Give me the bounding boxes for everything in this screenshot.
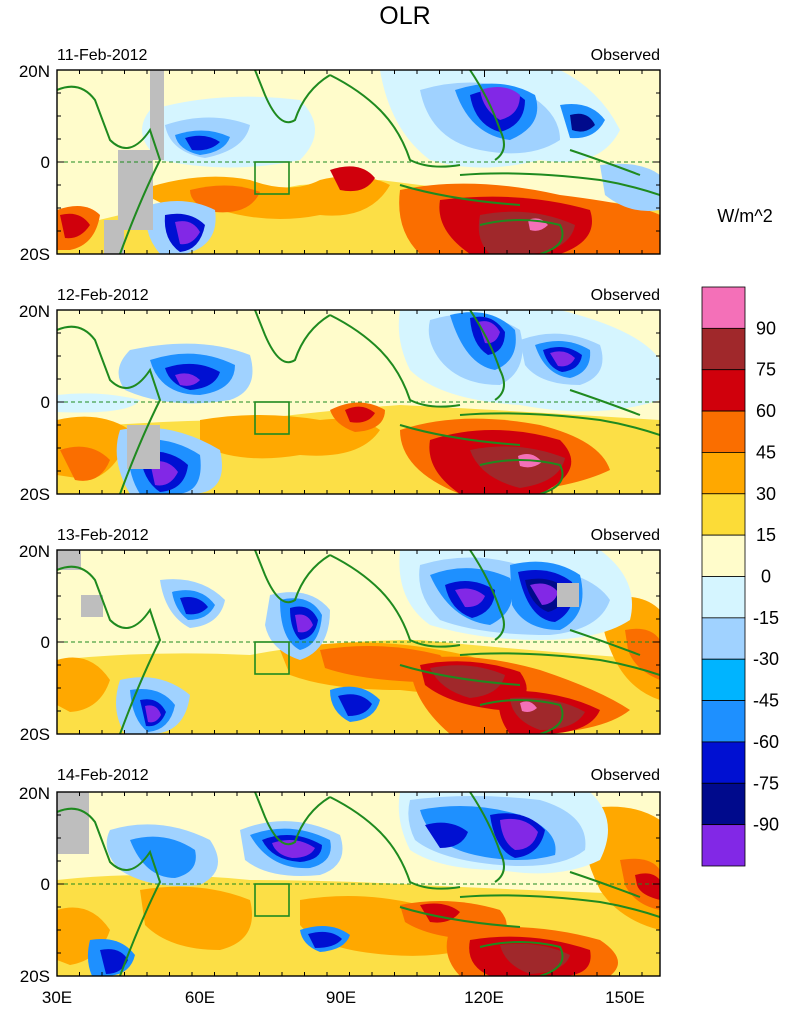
colorbar-swatch <box>701 617 746 660</box>
colorbar-swatch <box>701 452 746 495</box>
panel-3-region-box <box>254 641 290 675</box>
colorbar-swatch <box>701 576 746 619</box>
colorbar-label: 75 <box>756 360 776 380</box>
panel-3-olr-field <box>57 550 660 734</box>
lon-label-60e: 60E <box>185 988 215 1007</box>
map-panel-4: 14-Feb-2012 Observed <box>19 767 661 986</box>
panel-2-lat-20s: 20S <box>20 485 50 504</box>
colorbar-label: 15 <box>756 525 776 545</box>
panel-3-lat-20n: 20N <box>19 542 50 561</box>
colorbar-swatch <box>701 782 746 826</box>
panel-1-date: 11-Feb-2012 <box>57 47 148 64</box>
map-panel-3: 13-Feb-2012 Observed <box>19 527 661 744</box>
colorbar-swatch <box>701 700 746 743</box>
lon-label-120e: 120E <box>464 988 504 1007</box>
panel-3-lat-20s: 20S <box>20 725 50 744</box>
panel-3-date: 13-Feb-2012 <box>57 527 149 544</box>
lon-label-90e: 90E <box>326 988 356 1007</box>
panel-4-lat-20n: 20N <box>19 784 50 803</box>
colorbar-label: 0 <box>761 567 771 587</box>
colorbar-label: 30 <box>756 484 776 504</box>
map-panel-2: 12-Feb-2012 Observed <box>19 287 661 504</box>
colorbar-label: 45 <box>756 442 776 462</box>
colorbar-label: -30 <box>753 649 779 669</box>
panel-1-lat-20s: 20S <box>20 245 50 264</box>
colorbar-swatch <box>701 327 746 371</box>
colorbar-label: 90 <box>756 318 776 338</box>
panel-3-observed-label: Observed <box>591 527 660 544</box>
panel-2-lat-20n: 20N <box>19 302 50 321</box>
units-label: W/m^2 <box>717 206 772 226</box>
colorbar-swatch <box>701 493 746 536</box>
panel-3-coastlines <box>57 550 660 734</box>
panel-2-lat-0: 0 <box>41 393 50 412</box>
panel-1-region-box <box>254 161 290 195</box>
figure-title: OLR <box>379 2 430 30</box>
panel-2-date: 12-Feb-2012 <box>57 287 149 304</box>
panel-4-observed-label: Observed <box>591 767 660 784</box>
panel-4-lat-0: 0 <box>41 875 50 894</box>
colorbar-swatch <box>701 369 746 412</box>
panel-4-date: 14-Feb-2012 <box>57 767 149 784</box>
panel-4-lat-20s: 20S <box>20 967 50 986</box>
colorbar-label: -90 <box>753 815 779 835</box>
panel-4-coastlines <box>57 792 660 976</box>
panel-2-region-box <box>254 401 290 435</box>
panel-3-lat-0: 0 <box>41 633 50 652</box>
panel-1-coastlines <box>57 70 660 254</box>
lon-label-150e: 150E <box>605 988 645 1007</box>
colorbar-label: 60 <box>756 401 776 421</box>
panel-1-lat-20n: 20N <box>19 62 50 81</box>
colorbar-label: -45 <box>753 691 779 711</box>
colorbar-swatch <box>701 410 746 453</box>
lon-label-30e: 30E <box>42 988 72 1007</box>
colorbar-label: -60 <box>753 732 779 752</box>
colorbar-swatch <box>701 824 746 867</box>
colorbar: 90 75 60 45 30 15 0 -15 -30 -45 -60 -75 -90 <box>701 286 779 867</box>
panel-1-lat-0: 0 <box>41 153 50 172</box>
colorbar-swatch <box>701 741 746 784</box>
colorbar-swatch <box>701 534 746 577</box>
colorbar-label: -15 <box>753 608 779 628</box>
map-panel-1: 11-Feb-2012 Observed <box>19 47 661 264</box>
panel-4-region-box <box>254 883 290 917</box>
panel-2-coastlines <box>57 310 660 494</box>
colorbar-swatch <box>701 286 746 329</box>
colorbar-swatch <box>701 658 746 701</box>
panel-1-olr-field <box>57 70 660 254</box>
panel-2-observed-label: Observed <box>591 287 660 304</box>
colorbar-label: -75 <box>753 773 779 793</box>
panel-1-observed-label: Observed <box>591 47 660 64</box>
axis-ticks <box>56 69 660 977</box>
